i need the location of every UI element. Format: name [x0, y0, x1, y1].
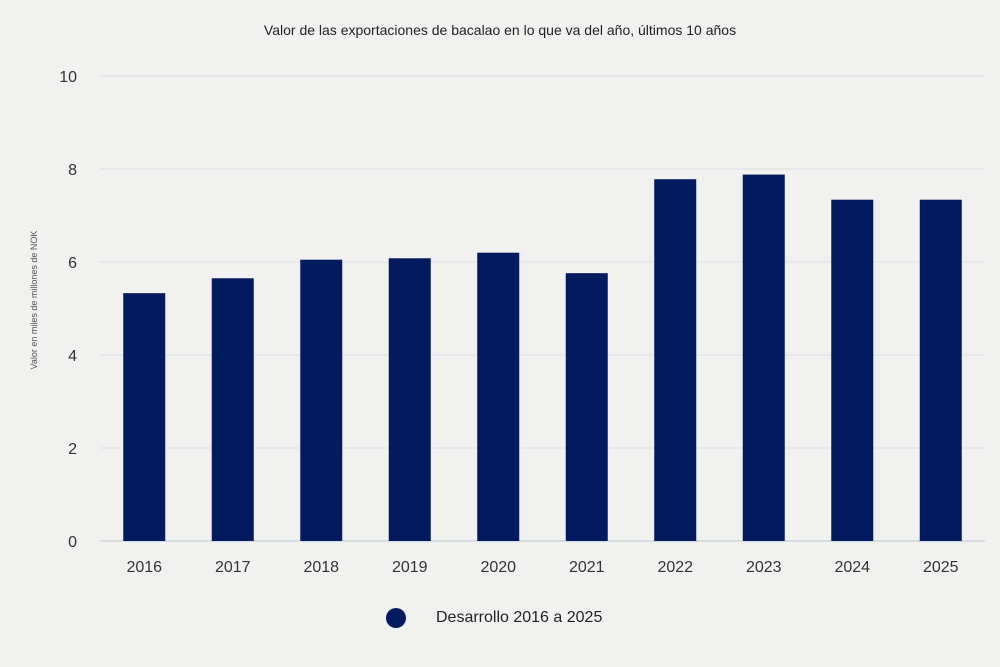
- chart-title: Valor de las exportaciones de bacalao en…: [263, 22, 737, 38]
- x-tick-label: 2016: [126, 559, 162, 576]
- legend[interactable]: Desarrollo 2016 a 2025: [386, 608, 602, 628]
- bar-2020[interactable]: [477, 252, 520, 541]
- x-tick-label: 2019: [392, 559, 428, 576]
- y-tick-label: 8: [68, 162, 77, 179]
- x-tick-label: 2025: [923, 559, 959, 576]
- legend-label: Desarrollo 2016 a 2025: [436, 609, 603, 626]
- x-tick-label: 2022: [657, 559, 693, 576]
- bar-2025[interactable]: [919, 199, 962, 541]
- y-axis-label: Valor en miles de millones de NOK: [29, 230, 39, 370]
- bar-2022[interactable]: [654, 179, 697, 542]
- bar-2018[interactable]: [300, 259, 343, 541]
- x-tick-label: 2023: [746, 559, 782, 576]
- bar-2019[interactable]: [388, 258, 431, 541]
- y-tick-label: 0: [68, 534, 77, 551]
- legend-marker-icon: [386, 608, 406, 628]
- x-tick-label: 2017: [215, 559, 251, 576]
- y-tick-layer: 0 2 4 6 8 10: [59, 69, 77, 551]
- bar-2021[interactable]: [565, 273, 608, 541]
- bar-2017[interactable]: [211, 278, 254, 541]
- x-tick-layer: 2016 2017 2018 2019 2020 2021 2022 2023 2024 2025: [126, 559, 958, 576]
- bar-2016[interactable]: [123, 293, 166, 541]
- bar-2024[interactable]: [831, 199, 874, 541]
- x-tick-label: 2020: [480, 559, 516, 576]
- y-tick-label: 4: [68, 348, 77, 365]
- y-tick-label: 10: [59, 69, 77, 86]
- bar-layer: [123, 174, 962, 542]
- x-tick-label: 2021: [569, 559, 605, 576]
- x-tick-label: 2024: [834, 559, 870, 576]
- bar-2023[interactable]: [742, 174, 785, 541]
- y-tick-label: 2: [68, 441, 77, 458]
- y-tick-label: 6: [68, 255, 77, 272]
- x-tick-label: 2018: [303, 559, 339, 576]
